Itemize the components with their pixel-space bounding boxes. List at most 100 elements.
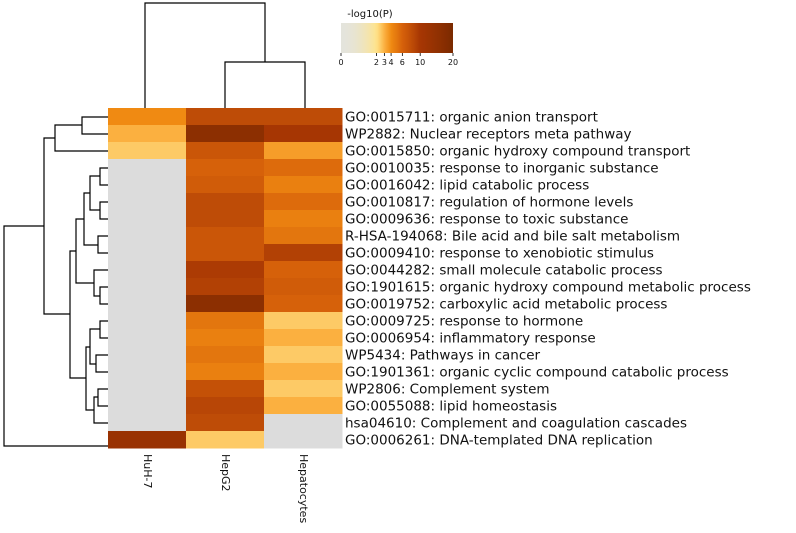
heatmap-cell bbox=[186, 346, 265, 364]
colorbar-tick-label: 4 bbox=[389, 58, 394, 67]
row-label: GO:0015850: organic hydroxy compound tra… bbox=[345, 144, 690, 160]
column-label: HepG2 bbox=[219, 454, 232, 492]
row-label: GO:0006954: inflammatory response bbox=[345, 331, 596, 347]
row-labels: GO:0015711: organic anion transportWP288… bbox=[345, 110, 751, 449]
heatmap-cell bbox=[264, 380, 343, 398]
heatmap-cell bbox=[264, 261, 343, 279]
column-label: Hepatocytes bbox=[297, 454, 310, 523]
heatmap-cell bbox=[186, 108, 265, 126]
row-label: hsa04610: Complement and coagulation cas… bbox=[345, 416, 687, 432]
row-dendrogram-link bbox=[43, 137, 70, 315]
row-dendrogram-link bbox=[89, 328, 100, 365]
heatmap-cell bbox=[264, 176, 343, 194]
heatmap-cell bbox=[264, 312, 343, 330]
heatmap-cell bbox=[186, 431, 265, 449]
row-label: GO:0015711: organic anion transport bbox=[345, 110, 598, 126]
colorbar-tick-label: 0 bbox=[338, 58, 343, 67]
heatmap-cell bbox=[186, 380, 265, 398]
heatmap-cell bbox=[264, 346, 343, 364]
heatmap-cell bbox=[108, 125, 187, 143]
heatmap-cell bbox=[264, 397, 343, 415]
column-dendrogram-link bbox=[224, 61, 306, 110]
heatmap-cell bbox=[108, 176, 187, 194]
row-label: GO:0016042: lipid catabolic process bbox=[345, 178, 589, 194]
heatmap-cell bbox=[108, 193, 187, 211]
heatmap-cell bbox=[264, 431, 343, 449]
heatmap-cell bbox=[186, 244, 265, 262]
row-dendrogram-link bbox=[97, 235, 108, 254]
heatmap-cell bbox=[108, 431, 187, 449]
column-dendrogram bbox=[144, 2, 306, 110]
heatmap-cell bbox=[186, 363, 265, 381]
heatmap-cell bbox=[108, 159, 187, 177]
row-dendrogram-link bbox=[89, 175, 100, 211]
row-label: WP5434: Pathways in cancer bbox=[345, 348, 541, 364]
heatmap-cell bbox=[186, 227, 265, 245]
heatmap-cell bbox=[264, 193, 343, 211]
row-label: GO:0044282: small molecule catabolic pro… bbox=[345, 263, 663, 279]
row-dendrogram-link bbox=[81, 116, 108, 135]
heatmap-cell bbox=[264, 142, 343, 160]
row-label: GO:0010817: regulation of hormone levels bbox=[345, 195, 633, 211]
heatmap-cell bbox=[186, 329, 265, 347]
row-dendrogram-link bbox=[3, 225, 108, 447]
row-label: GO:0055088: lipid homeostasis bbox=[345, 399, 557, 415]
row-dendrogram-link bbox=[83, 192, 98, 246]
colorbar-tick-label: 20 bbox=[448, 58, 458, 67]
row-label: WP2882: Nuclear receptors meta pathway bbox=[345, 127, 632, 143]
row-label: R-HSA-194068: Bile acid and bile salt me… bbox=[345, 229, 680, 245]
row-dendrogram-link bbox=[75, 218, 94, 284]
row-dendrogram-link bbox=[99, 320, 108, 339]
colorbar-gradient bbox=[341, 23, 453, 53]
heatmap-cells bbox=[108, 108, 343, 449]
heatmap-cell bbox=[264, 125, 343, 143]
heatmap-cell bbox=[264, 329, 343, 347]
colorbar-tick-label: 2 bbox=[374, 58, 379, 67]
heatmap-cell bbox=[264, 244, 343, 262]
row-label: GO:0019752: carboxylic acid metabolic pr… bbox=[345, 297, 667, 313]
heatmap-cell bbox=[108, 244, 187, 262]
row-label: GO:0009636: response to toxic substance bbox=[345, 212, 628, 228]
heatmap-cell bbox=[108, 261, 187, 279]
heatmap-cell bbox=[108, 414, 187, 432]
column-label: HuH-7 bbox=[141, 454, 154, 488]
heatmap-cell bbox=[186, 397, 265, 415]
column-dendrogram-link bbox=[144, 2, 266, 110]
heatmap-cell bbox=[108, 346, 187, 364]
heatmap-cell bbox=[264, 363, 343, 381]
row-label: GO:1901361: organic cyclic compound cata… bbox=[345, 365, 729, 381]
colorbar-tick-label: 10 bbox=[415, 58, 425, 67]
heatmap-cell bbox=[108, 142, 187, 160]
heatmap-cell bbox=[264, 414, 343, 432]
heatmap-cell bbox=[186, 261, 265, 279]
column-labels: HuH-7 HepG2 Hepatocytes bbox=[141, 454, 310, 523]
row-dendrogram-link bbox=[97, 388, 108, 407]
heatmap-cell bbox=[264, 227, 343, 245]
heatmap-cell bbox=[108, 108, 187, 126]
row-dendrogram-link bbox=[95, 354, 108, 373]
colorbar: -log10(P) 0 2 3 4 6 10 20 bbox=[338, 9, 458, 67]
heatmap-cell bbox=[186, 142, 265, 160]
row-dendrogram-link bbox=[99, 201, 108, 220]
row-dendrogram-link bbox=[93, 269, 108, 297]
row-label: WP2806: Complement system bbox=[345, 382, 550, 398]
row-label: GO:0010035: response to inorganic substa… bbox=[345, 161, 659, 177]
heatmap-cell bbox=[108, 210, 187, 228]
heatmap-cell bbox=[108, 312, 187, 330]
row-dendrogram-link bbox=[99, 167, 108, 186]
heatmap-cell bbox=[186, 295, 265, 313]
colorbar-tick-label: 6 bbox=[400, 58, 405, 67]
heatmap-cell bbox=[264, 159, 343, 177]
heatmap-cell bbox=[108, 380, 187, 398]
heatmap-cell bbox=[186, 193, 265, 211]
colorbar-title: -log10(P) bbox=[347, 9, 393, 20]
heatmap-cell bbox=[186, 176, 265, 194]
row-dendrogram bbox=[3, 116, 108, 447]
heatmap-cell bbox=[264, 210, 343, 228]
heatmap-cell bbox=[186, 312, 265, 330]
heatmap-cell bbox=[108, 363, 187, 381]
heatmap-cell bbox=[264, 278, 343, 296]
row-dendrogram-link bbox=[69, 250, 86, 379]
